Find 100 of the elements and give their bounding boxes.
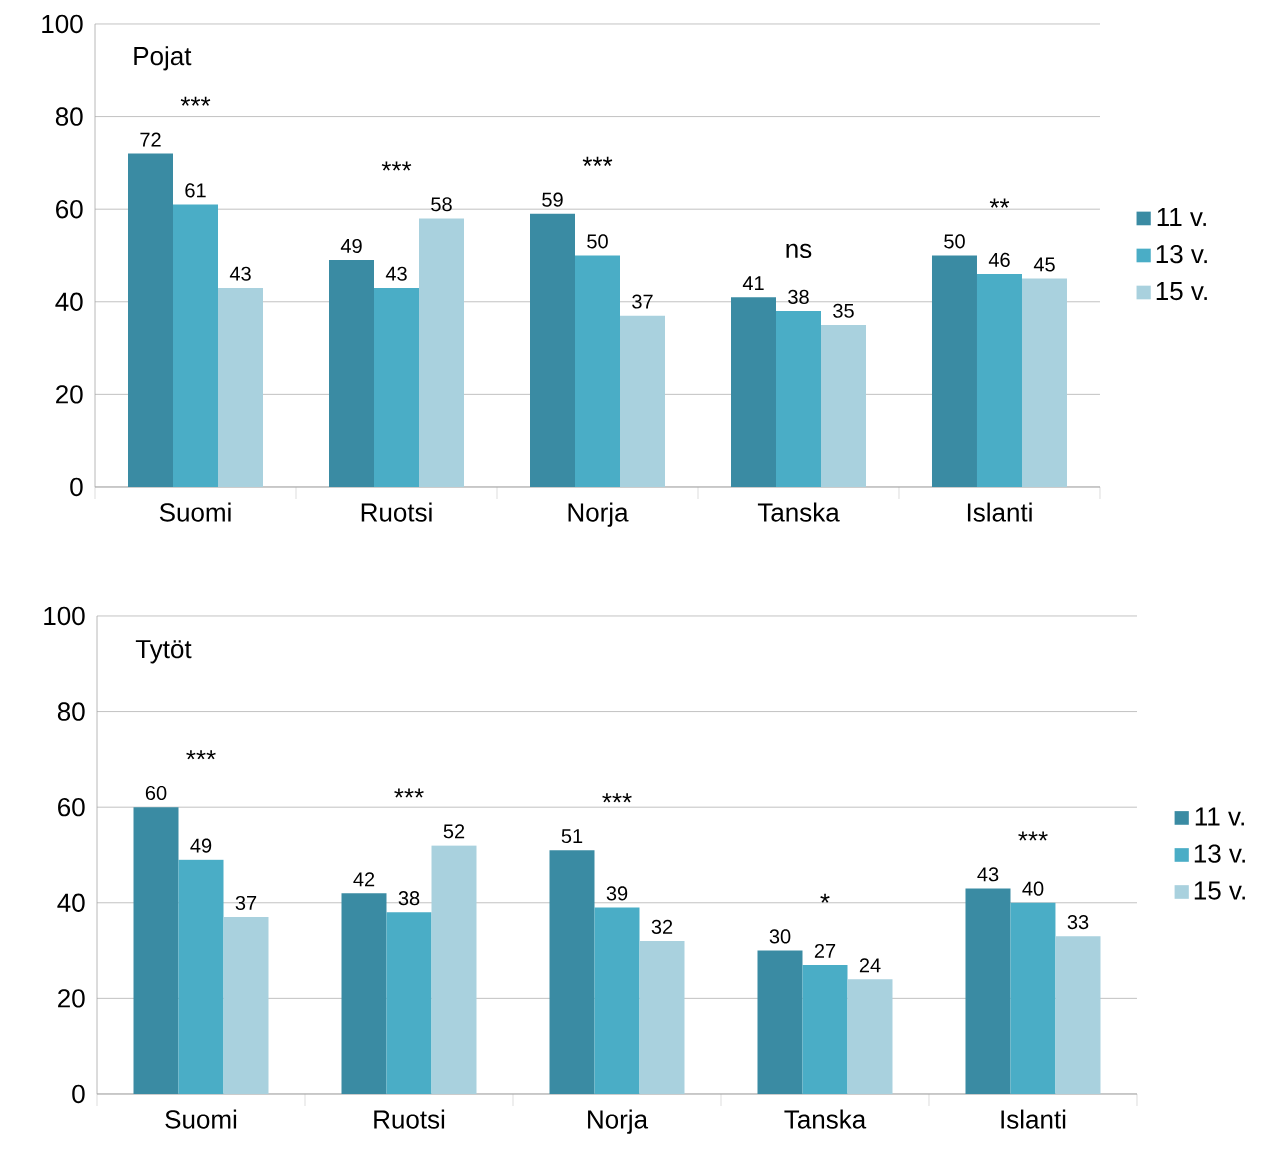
data-label: 45 [1033,257,1055,272]
x-tick-label: Suomi [165,1109,237,1129]
x-tick-label: Islanti [967,502,1032,522]
x-tick-label: Islanti [1001,1109,1066,1129]
y-tick-label: 20 [58,989,85,1008]
text: Pojat [134,46,192,71]
data-label: 60 [145,785,167,801]
annotation: *** [186,750,216,760]
data-label: 43 [977,867,999,882]
data-label: 32 [651,919,673,934]
bar [575,255,620,487]
data-label: 43 [229,266,251,281]
annotation: *** [381,161,412,171]
bar [731,297,776,487]
data-label: 24 [859,958,881,973]
y-tick-label: 60 [58,797,85,817]
y-tick-label: 0 [72,1084,85,1104]
bar [594,907,640,1094]
bar [133,807,179,1094]
data-label: 50 [944,234,965,249]
annotation: *** [602,793,632,803]
annotation: *** [394,788,424,798]
y-tick-label: 80 [57,702,85,721]
x-tick-label: Ruotsi [374,1109,445,1129]
data-label: 43 [385,266,407,281]
data-label: 35 [833,303,854,318]
data-label: 40 [1022,881,1044,896]
x-tick-label: Suomi [159,502,231,522]
y-tick-label: 0 [70,477,83,497]
x-tick-label: Ruotsi [361,502,432,522]
x-tick-label: Norja [568,502,629,527]
bar [374,287,419,487]
y-tick-label: 80 [55,107,83,126]
bar [1010,902,1056,1094]
data-label: 39 [606,886,628,901]
bar [757,950,803,1094]
bar [419,218,464,487]
legend-label: 11 v. [1157,208,1206,226]
data-label: 42 [353,872,375,887]
bar [341,893,387,1094]
data-label: 49 [190,838,212,853]
data-label: 37 [632,294,653,309]
bar [847,979,893,1094]
annotation: ** [989,198,1010,208]
bar [173,204,219,487]
data-label: 41 [742,276,764,291]
annotation: *** [582,156,613,166]
legend-label: 13 v. [1156,244,1207,264]
bar [431,845,477,1094]
bar [976,274,1022,487]
y-tick-label: 60 [56,199,83,219]
bar [932,255,977,487]
bar [775,311,821,487]
bar [620,315,665,487]
bar [802,964,848,1094]
legend-label: 13 v. [1194,844,1245,863]
legend-label: 15 v. [1194,881,1245,900]
legend-label: 15 v. [1156,282,1207,301]
legend-label: 11 v. [1195,807,1244,826]
data-label: 27 [814,943,836,958]
text: Tytöt [135,640,192,664]
data-label: 58 [431,197,452,212]
data-label: 72 [140,132,161,147]
data-label: 61 [185,183,206,198]
y-tick-label: 100 [44,606,85,626]
annotation: ns [786,243,812,259]
data-label: 50 [587,234,608,249]
bar [128,153,173,487]
y-tick-label: 40 [57,893,85,912]
bar [965,888,1011,1094]
data-label: 33 [1067,915,1089,930]
bar [218,287,263,487]
bar [549,850,595,1094]
data-label: 51 [561,829,583,844]
data-label: 59 [542,192,563,207]
data-label: 30 [769,929,791,944]
x-tick-label: Tanska [757,502,840,522]
y-tick-label: 40 [55,292,83,311]
data-label: 46 [988,252,1010,267]
bar [821,324,866,487]
data-label: 52 [443,824,465,839]
data-label: 49 [340,238,362,254]
bar [178,859,224,1094]
data-label: 38 [398,891,420,906]
annotation: * [820,893,830,903]
data-label: 37 [235,895,257,911]
bar [530,213,575,487]
annotation: *** [180,96,211,106]
bar [639,941,685,1094]
x-tick-label: Tanska [784,1109,867,1129]
y-tick-label: 20 [56,385,83,404]
annotation: *** [1018,831,1048,841]
bar [223,917,269,1094]
bar [1021,278,1067,487]
data-label: 38 [788,289,809,304]
bar [1055,936,1101,1094]
x-tick-label: Norja [588,1109,649,1134]
y-tick-label: 100 [42,14,83,34]
bar [329,260,374,487]
bar [386,912,432,1094]
